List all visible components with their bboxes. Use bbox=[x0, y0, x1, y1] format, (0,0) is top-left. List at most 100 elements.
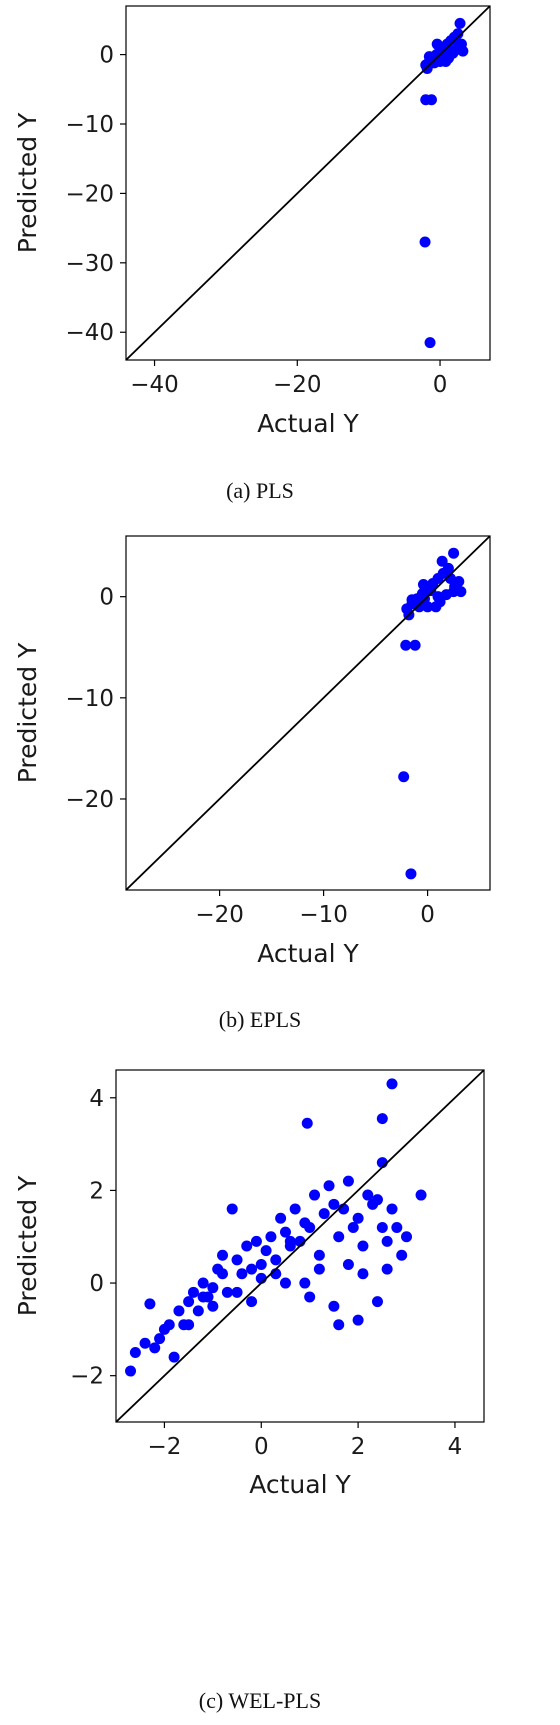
data-point bbox=[197, 1291, 209, 1303]
data-point bbox=[217, 1268, 229, 1280]
data-point bbox=[371, 1296, 383, 1308]
caption-epls: (b) EPLS bbox=[218, 1007, 302, 1032]
data-point bbox=[265, 1231, 277, 1243]
data-point bbox=[129, 1347, 141, 1359]
data-point bbox=[406, 594, 418, 606]
data-point bbox=[398, 771, 410, 783]
data-point bbox=[424, 337, 436, 349]
plot-frame bbox=[125, 535, 491, 891]
data-point bbox=[357, 1240, 369, 1252]
x-tick-label: −20 bbox=[273, 372, 322, 398]
y-tick-label: 2 bbox=[89, 1178, 104, 1204]
data-point bbox=[255, 1259, 267, 1271]
scatter-panel-epls: −20 −10 0 0 −10 −20 Actual Y Predicted Y bbox=[13, 535, 491, 968]
data-point bbox=[430, 601, 442, 613]
y-tick-label: −40 bbox=[65, 320, 114, 346]
data-point bbox=[279, 1226, 291, 1238]
y-axis-label: Predicted Y bbox=[13, 112, 42, 253]
data-point bbox=[342, 1259, 354, 1271]
data-point bbox=[457, 45, 469, 57]
scatter-panel-wel-pls: −2 0 2 4 4 2 0 −2 Actual Y Predicted Y bbox=[13, 1069, 485, 1499]
data-point bbox=[362, 1189, 374, 1201]
y-tick-label: 4 bbox=[89, 1086, 104, 1112]
x-tick-label: 2 bbox=[351, 1434, 366, 1460]
data-point bbox=[328, 1198, 340, 1210]
data-point bbox=[400, 639, 412, 651]
data-point bbox=[440, 56, 452, 68]
data-point bbox=[386, 1078, 398, 1090]
data-point bbox=[409, 639, 421, 651]
data-point bbox=[396, 1249, 408, 1261]
data-point bbox=[304, 1221, 316, 1233]
y-tick-label: −30 bbox=[65, 251, 114, 277]
data-point bbox=[371, 1194, 383, 1206]
data-point bbox=[342, 1175, 354, 1187]
data-point bbox=[436, 555, 448, 567]
data-point bbox=[231, 1286, 243, 1298]
data-point bbox=[246, 1296, 258, 1308]
identity-reference-line bbox=[125, 535, 491, 891]
data-point bbox=[357, 1268, 369, 1280]
data-point bbox=[448, 547, 460, 559]
x-tick-label: −2 bbox=[147, 1434, 181, 1460]
data-point bbox=[405, 868, 417, 880]
data-point bbox=[376, 1113, 388, 1125]
y-tick-label: −20 bbox=[65, 181, 114, 207]
data-point bbox=[163, 1319, 175, 1331]
data-point bbox=[197, 1277, 209, 1289]
data-point bbox=[419, 236, 431, 248]
y-tick-label: −10 bbox=[65, 686, 114, 712]
data-point bbox=[226, 1203, 238, 1215]
data-point bbox=[231, 1254, 243, 1266]
data-point bbox=[149, 1342, 161, 1354]
data-point bbox=[207, 1282, 219, 1294]
data-point bbox=[318, 1208, 330, 1220]
data-point bbox=[183, 1296, 195, 1308]
identity-reference-line bbox=[115, 1069, 485, 1423]
data-point bbox=[415, 1189, 427, 1201]
data-point bbox=[304, 1291, 316, 1303]
data-point bbox=[313, 1249, 325, 1261]
data-point bbox=[139, 1337, 151, 1349]
data-point bbox=[250, 1235, 262, 1247]
data-point bbox=[328, 1300, 340, 1312]
data-point bbox=[401, 1231, 413, 1243]
plot-frame bbox=[125, 5, 491, 361]
data-point bbox=[444, 572, 456, 584]
data-point bbox=[423, 51, 435, 63]
data-point bbox=[207, 1300, 219, 1312]
data-point bbox=[154, 1333, 166, 1345]
x-tick-label: −20 bbox=[195, 902, 244, 928]
x-tick-label: 0 bbox=[433, 372, 448, 398]
data-point bbox=[323, 1180, 335, 1192]
data-point bbox=[309, 1189, 321, 1201]
data-point bbox=[391, 1221, 403, 1233]
data-point bbox=[454, 17, 466, 29]
y-tick-label: −20 bbox=[65, 787, 114, 813]
y-tick-label: 0 bbox=[99, 43, 114, 69]
data-point bbox=[144, 1298, 156, 1310]
data-point bbox=[333, 1319, 345, 1331]
data-point bbox=[246, 1263, 258, 1275]
data-point bbox=[279, 1277, 291, 1289]
data-point bbox=[376, 1221, 388, 1233]
data-point bbox=[217, 1249, 229, 1261]
x-tick-label: 4 bbox=[448, 1434, 463, 1460]
data-point bbox=[313, 1263, 325, 1275]
y-tick-label: −2 bbox=[70, 1364, 104, 1390]
x-axis-label: Actual Y bbox=[249, 1470, 351, 1499]
data-point bbox=[289, 1203, 301, 1215]
data-point bbox=[284, 1235, 296, 1247]
data-point bbox=[187, 1286, 199, 1298]
caption-pls: (a) PLS bbox=[226, 478, 294, 503]
x-tick-label: −40 bbox=[130, 372, 179, 398]
data-point bbox=[386, 1203, 398, 1215]
y-tick-label: −10 bbox=[65, 112, 114, 138]
data-point bbox=[301, 1117, 313, 1129]
x-tick-label: −10 bbox=[299, 902, 348, 928]
identity-reference-line bbox=[125, 5, 491, 361]
data-point bbox=[241, 1240, 253, 1252]
data-point bbox=[352, 1314, 364, 1326]
data-point bbox=[275, 1212, 287, 1224]
